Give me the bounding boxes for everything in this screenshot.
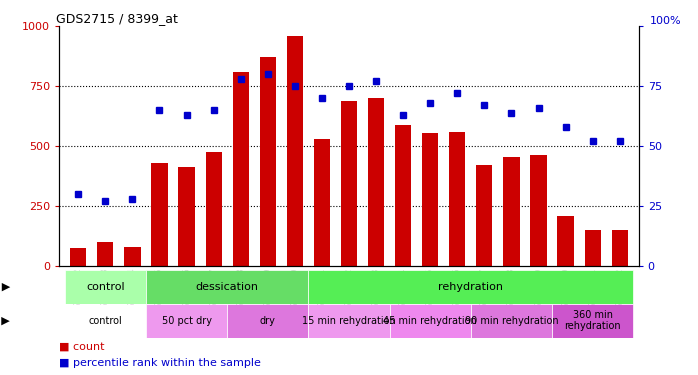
- Text: protocol ▶: protocol ▶: [0, 282, 10, 292]
- Bar: [65, 304, 146, 338]
- Bar: [368, 98, 384, 266]
- Bar: [151, 163, 168, 266]
- Bar: [503, 157, 519, 266]
- Bar: [471, 304, 552, 338]
- Text: ■ count: ■ count: [59, 341, 105, 351]
- Bar: [146, 304, 227, 338]
- Text: 15 min rehydration: 15 min rehydration: [302, 316, 396, 326]
- Bar: [97, 242, 114, 266]
- Text: dessication: dessication: [195, 282, 259, 292]
- Bar: [558, 216, 574, 266]
- Text: dry: dry: [260, 316, 276, 326]
- Bar: [476, 165, 493, 266]
- Text: 360 min
rehydration: 360 min rehydration: [565, 310, 621, 332]
- Bar: [450, 132, 466, 266]
- Text: control: control: [86, 282, 125, 292]
- Bar: [584, 230, 601, 266]
- Text: 90 min rehydration: 90 min rehydration: [465, 316, 558, 326]
- Bar: [205, 152, 222, 266]
- Bar: [260, 57, 276, 266]
- Text: other ▶: other ▶: [0, 316, 10, 326]
- Text: 100%: 100%: [651, 16, 682, 26]
- Bar: [611, 230, 628, 266]
- Bar: [146, 270, 309, 304]
- Bar: [309, 304, 389, 338]
- Bar: [124, 247, 140, 266]
- Text: ■ percentile rank within the sample: ■ percentile rank within the sample: [59, 358, 261, 368]
- Text: 50 pct dry: 50 pct dry: [161, 316, 211, 326]
- Bar: [530, 154, 547, 266]
- Bar: [389, 304, 471, 338]
- Text: rehydration: rehydration: [438, 282, 503, 292]
- Bar: [227, 304, 309, 338]
- Bar: [179, 166, 195, 266]
- Text: 45 min rehydration: 45 min rehydration: [383, 316, 477, 326]
- Bar: [422, 133, 438, 266]
- Bar: [341, 100, 357, 266]
- Bar: [552, 304, 633, 338]
- Bar: [309, 270, 633, 304]
- Bar: [395, 124, 411, 266]
- Bar: [70, 248, 87, 266]
- Text: control: control: [89, 316, 122, 326]
- Bar: [232, 72, 248, 266]
- Bar: [287, 36, 303, 266]
- Bar: [314, 139, 330, 266]
- Text: GDS2715 / 8399_at: GDS2715 / 8399_at: [57, 12, 178, 25]
- Bar: [65, 270, 146, 304]
